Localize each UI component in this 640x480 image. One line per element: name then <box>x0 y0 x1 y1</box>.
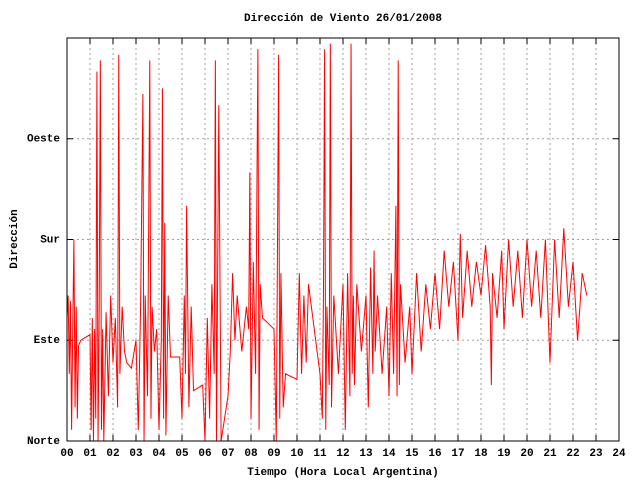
y-tick-label: Norte <box>27 436 60 448</box>
x-tick-label: 15 <box>405 448 419 460</box>
x-tick-label: 01 <box>83 448 97 460</box>
x-tick-label: 11 <box>313 448 327 460</box>
y-axis-label: Dirección <box>9 209 21 268</box>
x-tick-label: 12 <box>336 448 349 460</box>
plot-border <box>66 37 620 442</box>
x-tick-label: 02 <box>106 448 119 460</box>
chart-title: Dirección de Viento 26/01/2008 <box>244 13 442 25</box>
x-tick-label: 21 <box>543 448 557 460</box>
y-tick-label: Este <box>34 335 61 347</box>
x-tick-label: 00 <box>60 448 73 460</box>
x-tick-label: 08 <box>244 448 258 460</box>
x-tick-label: 09 <box>267 448 280 460</box>
y-tick-label: Sur <box>40 234 60 246</box>
x-tick-label: 03 <box>129 448 143 460</box>
x-tick-label: 06 <box>198 448 211 460</box>
data-line <box>66 43 588 442</box>
x-tick-label: 10 <box>290 448 303 460</box>
x-tick-label: 18 <box>474 448 488 460</box>
x-tick-label: 20 <box>520 448 533 460</box>
x-tick-label: 04 <box>152 448 166 460</box>
y-tick-label: Oeste <box>27 134 60 146</box>
x-tick-label: 05 <box>175 448 189 460</box>
x-tick-label: 13 <box>359 448 373 460</box>
x-axis-label: Tiempo (Hora Local Argentina) <box>247 467 438 479</box>
x-tick-label: 19 <box>497 448 510 460</box>
x-tick-label: 23 <box>589 448 603 460</box>
x-tick-label: 16 <box>428 448 441 460</box>
x-tick-label: 24 <box>612 448 626 460</box>
x-tick-label: 17 <box>451 448 464 460</box>
x-tick-label: 07 <box>221 448 234 460</box>
x-tick-label: 22 <box>566 448 579 460</box>
x-tick-label: 14 <box>382 448 396 460</box>
